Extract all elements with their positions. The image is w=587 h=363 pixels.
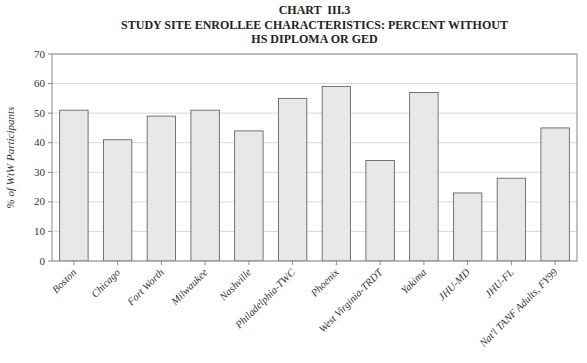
y-tick xyxy=(48,54,52,55)
x-tick xyxy=(336,261,337,265)
x-tick xyxy=(205,261,206,265)
y-tick-label: 50 xyxy=(34,107,46,119)
x-tick xyxy=(467,261,468,265)
x-tick-label: JHU-FL xyxy=(483,267,516,300)
grid-line xyxy=(52,113,577,114)
x-tick xyxy=(161,261,162,265)
x-axis: Boston ChicagoFort WorthMilwaukeeNashvill… xyxy=(50,261,560,349)
x-tick-label: Fort Worth xyxy=(124,267,165,308)
title-line: STUDY SITE ENROLLEE CHARACTERISTICS: PER… xyxy=(121,18,508,32)
y-axis: 0 10 20 30 40 50 60 70 xyxy=(34,48,52,267)
bar xyxy=(278,98,306,261)
bar xyxy=(497,178,525,261)
x-tick-label: Milwaukee xyxy=(168,266,209,307)
x-tick-label: Boston xyxy=(50,267,78,295)
x-tick xyxy=(248,261,249,265)
y-tick xyxy=(48,201,52,202)
y-tick xyxy=(48,172,52,173)
x-tick xyxy=(292,261,293,265)
y-tick-label: 60 xyxy=(34,77,46,89)
y-tick-label: 20 xyxy=(34,195,46,207)
x-tick-label: West Virginia-TRDT xyxy=(317,266,386,335)
chart-container: 0 10 20 30 40 50 60 70 Boston ChicagoFort WorthMi… xyxy=(0,0,587,363)
y-tick-label: 70 xyxy=(34,48,46,60)
bar xyxy=(541,128,569,261)
x-tick xyxy=(117,261,118,265)
x-tick xyxy=(423,261,424,265)
y-tick xyxy=(48,113,52,114)
grid-line xyxy=(52,83,577,84)
y-tick-label: 30 xyxy=(34,166,46,178)
x-tick-label: JHU-MD xyxy=(436,266,472,302)
x-tick-label: Yakima xyxy=(399,267,428,296)
chart-svg: 0 10 20 30 40 50 60 70 Boston ChicagoFort WorthMi… xyxy=(0,0,587,363)
x-tick xyxy=(555,261,556,265)
bar xyxy=(453,193,481,261)
y-tick-label: 0 xyxy=(40,255,46,267)
x-tick-label: Chicago xyxy=(89,267,122,300)
bar xyxy=(322,87,350,261)
bar xyxy=(235,131,263,261)
title-line: HS DIPLOMA OR GED xyxy=(251,32,378,46)
x-tick-label: Nat'l TANF Adults, FY99 xyxy=(477,266,560,349)
y-tick-label: 40 xyxy=(34,136,46,148)
plot-frame xyxy=(52,54,577,261)
bar xyxy=(366,160,394,261)
x-tick-label: Nashville xyxy=(217,266,254,303)
bars xyxy=(60,87,570,261)
bar xyxy=(410,92,438,261)
bar xyxy=(147,116,175,261)
x-tick xyxy=(380,261,381,265)
title-line: CHART III.3 xyxy=(279,3,351,17)
bar xyxy=(103,140,131,261)
y-tick xyxy=(48,142,52,143)
y-tick-label: 10 xyxy=(34,225,46,237)
x-tick-label: Phoenix xyxy=(308,266,341,299)
grid xyxy=(52,54,577,261)
bar xyxy=(191,110,219,261)
bar xyxy=(60,110,88,261)
y-tick xyxy=(48,83,52,84)
x-tick xyxy=(73,261,74,265)
y-axis-label: % of WtW Participants xyxy=(4,107,16,209)
y-tick xyxy=(48,231,52,232)
y-tick xyxy=(48,261,52,262)
x-tick-label: Philadelphia-TWC xyxy=(232,266,297,331)
chart-title: CHART III.3STUDY SITE ENROLLEE CHARACTER… xyxy=(121,3,508,46)
x-tick xyxy=(511,261,512,265)
